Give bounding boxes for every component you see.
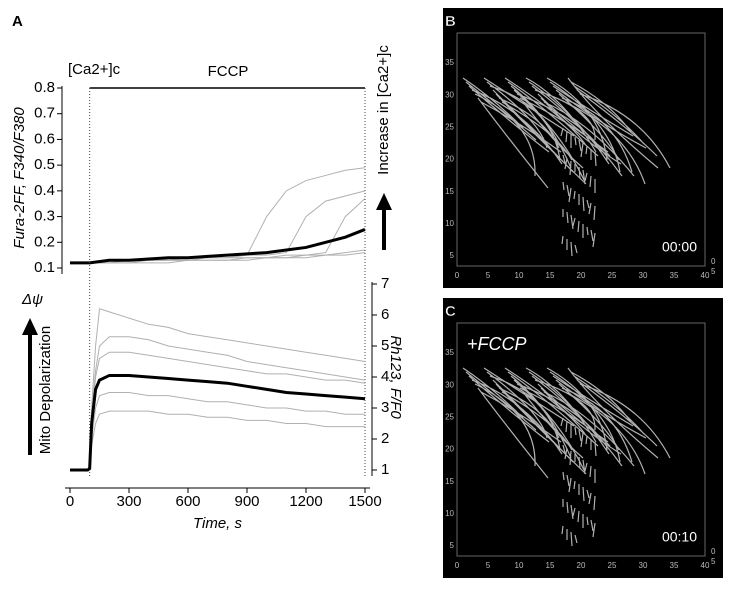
y-axis-label: Fura-2FF, F340/F380 (11, 107, 28, 249)
x-tick-label: 20 (577, 271, 586, 280)
x-tick-label: 15 (546, 561, 555, 570)
x-tick-label: 35 (670, 561, 679, 570)
x-tick-label: 1200 (289, 493, 322, 510)
y-tick-label: 15 (445, 187, 454, 196)
x-tick-label: 30 (639, 271, 648, 280)
x-tick-label: 35 (670, 271, 679, 280)
trace (70, 410, 365, 471)
y-tick-label: 30 (445, 90, 454, 99)
x-tick-label: 600 (175, 493, 200, 510)
side-label: Mito Depolarization (37, 326, 54, 454)
x-tick-label: 30 (639, 561, 648, 570)
x-tick-label: 0 (455, 271, 460, 280)
y-tick-label: 4 (381, 368, 389, 385)
x-tick-label: 20 (577, 561, 586, 570)
timestamp: 00:10 (662, 529, 697, 545)
frame (456, 32, 706, 267)
z-tick-label: 5 (711, 557, 716, 566)
y-tick-label: 0.2 (34, 233, 55, 250)
y-tick-label: 20 (445, 155, 454, 164)
micrograph (443, 298, 723, 578)
mitochondria (462, 367, 671, 547)
annotation: +FCCP (467, 334, 527, 354)
x-tick-label: 40 (701, 561, 710, 570)
frame (456, 322, 706, 557)
x-tick-label: 10 (515, 561, 524, 570)
x-tick-label: 25 (608, 561, 617, 570)
y-tick-label: 0.6 (34, 130, 55, 147)
y-axis-label: Rh123, F/F0 (387, 335, 404, 419)
y-tick-label: 0.5 (34, 156, 55, 173)
panel-label: A (12, 13, 23, 30)
y-tick-label: 35 (445, 58, 454, 67)
y-tick-label: 5 (381, 337, 389, 354)
z-tick-label: 0 (711, 257, 716, 266)
panel-label: B (445, 13, 456, 30)
y-tick-label: 1 (381, 461, 389, 478)
y-tick-label: 10 (445, 219, 454, 228)
z-tick-label: 0 (711, 547, 716, 556)
trace (70, 373, 366, 472)
trace (70, 167, 366, 264)
y-tick-label: 25 (445, 122, 454, 131)
x-tick-label: 1500 (348, 493, 381, 510)
y-tick-label: 0.7 (34, 105, 55, 122)
y-tick-label: 25 (445, 412, 454, 421)
y-tick-label: 3 (381, 399, 389, 416)
trace (70, 198, 366, 264)
x-tick-label: 5 (486, 271, 491, 280)
y-tick-label: 10 (445, 509, 454, 518)
x-tick-label: 5 (486, 561, 491, 570)
y-tick-label: 30 (445, 380, 454, 389)
trace (70, 228, 366, 265)
trace (70, 392, 365, 471)
x-tick-label: 25 (608, 271, 617, 280)
x-tick-label: 300 (116, 493, 141, 510)
y-tick-label: 35 (445, 348, 454, 357)
y-tick-label: 0.3 (34, 208, 55, 225)
trace (70, 252, 366, 264)
trace (70, 190, 366, 264)
arrow-head (22, 318, 38, 335)
y-tick-label: 15 (445, 477, 454, 486)
y-tick-label: 2 (381, 430, 389, 447)
x-tick-label: 10 (515, 271, 524, 280)
trace (70, 336, 366, 471)
z-tick-label: 5 (711, 267, 716, 276)
x-tick-label: 0 (455, 561, 460, 570)
x-tick-label: 15 (546, 271, 555, 280)
side-label: Increase in [Ca2+]c (375, 45, 392, 175)
y-tick-label: 5 (450, 541, 455, 550)
annotation: FCCP (208, 63, 249, 80)
panel-label: C (445, 303, 456, 320)
y-tick-label: 0.8 (34, 79, 55, 96)
y-tick-label: 0.4 (34, 182, 55, 199)
y-tick-label: 0.1 (34, 259, 55, 276)
y-tick-label: 5 (450, 251, 455, 260)
y-tick-label: 7 (381, 275, 389, 292)
y-tick-label: 6 (381, 306, 389, 323)
arrow-head (376, 193, 392, 210)
trace (70, 308, 366, 471)
annotation: [Ca2+]c (68, 61, 121, 78)
mitochondria (462, 77, 671, 257)
x-axis-label: Time, s (193, 515, 243, 532)
x-tick-label: 40 (701, 271, 710, 280)
x-tick-label: 0 (66, 493, 74, 510)
micrograph (443, 8, 723, 288)
timestamp: 00:00 (662, 239, 697, 255)
x-tick-label: 900 (234, 493, 259, 510)
annotation: Δψ (21, 291, 43, 308)
y-tick-label: 20 (445, 445, 454, 454)
